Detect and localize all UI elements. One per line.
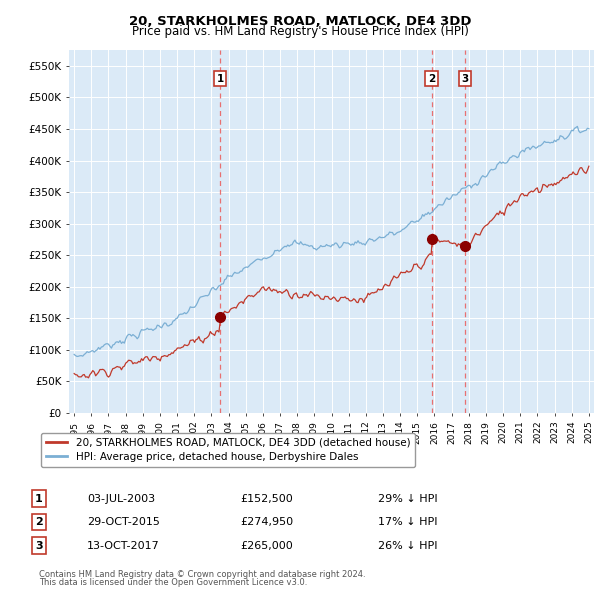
Text: £265,000: £265,000 — [240, 541, 293, 550]
Legend: 20, STARKHOLMES ROAD, MATLOCK, DE4 3DD (detached house), HPI: Average price, det: 20, STARKHOLMES ROAD, MATLOCK, DE4 3DD (… — [41, 432, 415, 467]
Text: £152,500: £152,500 — [240, 494, 293, 503]
Text: 03-JUL-2003: 03-JUL-2003 — [87, 494, 155, 503]
Text: 29-OCT-2015: 29-OCT-2015 — [87, 517, 160, 527]
Text: Contains HM Land Registry data © Crown copyright and database right 2024.: Contains HM Land Registry data © Crown c… — [39, 570, 365, 579]
Text: 20, STARKHOLMES ROAD, MATLOCK, DE4 3DD: 20, STARKHOLMES ROAD, MATLOCK, DE4 3DD — [129, 15, 471, 28]
Text: 17% ↓ HPI: 17% ↓ HPI — [378, 517, 437, 527]
Text: 3: 3 — [461, 74, 469, 84]
Text: 29% ↓ HPI: 29% ↓ HPI — [378, 494, 437, 503]
Text: 13-OCT-2017: 13-OCT-2017 — [87, 541, 160, 550]
Text: 1: 1 — [217, 74, 224, 84]
Text: This data is licensed under the Open Government Licence v3.0.: This data is licensed under the Open Gov… — [39, 578, 307, 587]
Text: Price paid vs. HM Land Registry's House Price Index (HPI): Price paid vs. HM Land Registry's House … — [131, 25, 469, 38]
Text: 2: 2 — [35, 517, 43, 527]
Text: 2: 2 — [428, 74, 435, 84]
Text: 26% ↓ HPI: 26% ↓ HPI — [378, 541, 437, 550]
Text: £274,950: £274,950 — [240, 517, 293, 527]
Text: 1: 1 — [35, 494, 43, 503]
Text: 3: 3 — [35, 541, 43, 550]
